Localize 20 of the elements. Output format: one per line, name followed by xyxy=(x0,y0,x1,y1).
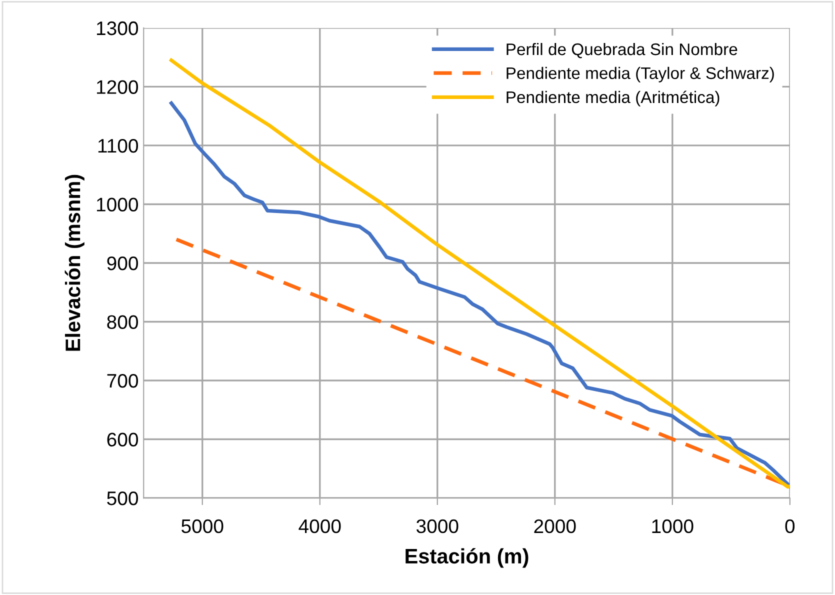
y-tick-label: 1000 xyxy=(96,198,138,212)
y-tick-label: 600 xyxy=(107,432,138,446)
x-tick-label: 4000 xyxy=(298,519,341,534)
legend-label: Pendiente media (Taylor & Schwarz) xyxy=(506,66,774,82)
x-tick-label: 0 xyxy=(785,519,795,534)
legend-label: Perfil de Quebrada Sin Nombre xyxy=(506,42,738,58)
x-axis-title: Estación (m) xyxy=(406,548,528,568)
x-tick-label: 2000 xyxy=(534,519,576,534)
y-tick-label: 900 xyxy=(107,256,138,270)
y-tick-label: 800 xyxy=(107,315,138,329)
y-tick-label: 700 xyxy=(107,374,138,388)
x-tick-label: 1000 xyxy=(652,519,694,534)
legend-label: Pendiente media (Aritmética) xyxy=(506,90,720,106)
x-tick-label: 3000 xyxy=(416,519,458,534)
y-tick-label: 1200 xyxy=(96,80,138,94)
x-tick-label: 5000 xyxy=(182,519,224,534)
y-axis-title: Elevación (msnm) xyxy=(64,174,84,351)
y-tick-label: 500 xyxy=(107,491,138,506)
y-tick-label: 1300 xyxy=(96,21,138,36)
y-tick-label: 1100 xyxy=(98,138,138,153)
